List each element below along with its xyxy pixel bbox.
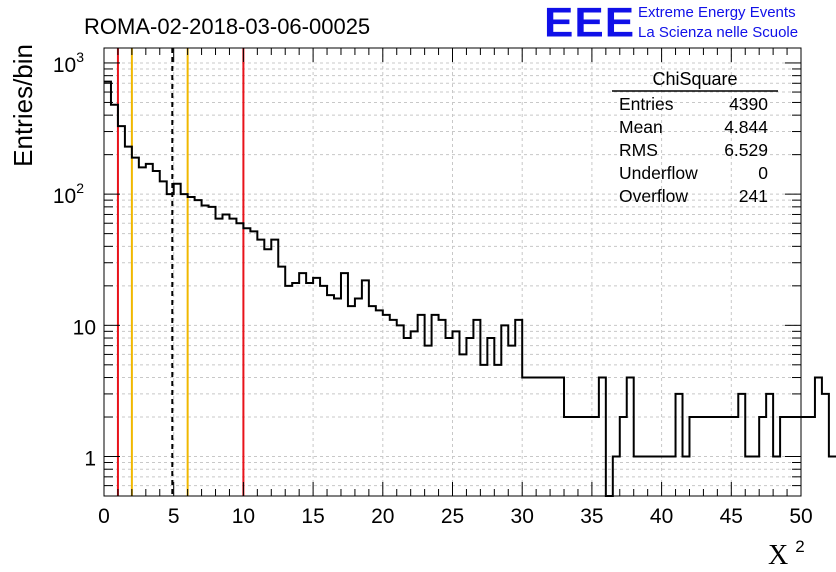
stats-label: RMS [619,140,658,160]
chart-title: ROMA-02-2018-03-06-00025 [84,14,370,39]
stats-value: 241 [739,186,768,206]
x-tick-label: 20 [371,505,394,528]
x-tick-labels: 0 5 10 15 20 25 30 35 40 45 50 [98,505,813,528]
axis-ticks [103,48,802,497]
histogram-series [104,80,836,497]
x-tick-label: 40 [650,505,673,528]
stats-value: 6.529 [724,140,768,160]
y-tick-label: 10 [73,316,96,339]
histogram-line [104,80,836,497]
x-tick-label: 0 [98,505,110,528]
stats-label: Overflow [619,186,688,206]
stats-value: 4.844 [724,117,768,137]
stats-value: 4390 [729,94,768,114]
stats-label: Mean [619,117,663,137]
x-tick-label: 15 [301,505,324,528]
x-axis-label: X 2 [768,537,805,571]
y-tick-label: 103 [53,49,84,77]
y-tick-label: 102 [53,180,84,208]
x-tick-label: 50 [789,505,812,528]
eee-logo: EEE [544,0,636,46]
stats-label: Underflow [619,163,698,183]
y-axis-label: Entries/bin [8,44,38,167]
x-tick-label: 10 [232,505,255,528]
x-axis-label-superscript: 2 [795,537,804,556]
y-tick-label: 1 [84,448,96,471]
x-tick-label: 35 [580,505,603,528]
logo-line-2: La Scienza nelle Scuole [638,24,799,41]
x-tick-label: 25 [441,505,464,528]
stats-title: ChiSquare [652,69,737,89]
stats-label: Entries [619,94,674,114]
y-tick-labels: 1 10 102 103 [53,49,96,471]
x-axis-label-main: X [768,540,788,571]
logo-line-1: Extreme Energy Events [638,4,796,21]
x-tick-label: 30 [511,505,534,528]
x-tick-label: 5 [168,505,180,528]
grid [104,48,801,496]
stats-value: 0 [758,163,768,183]
stats-box: ChiSquare Entries 4390 Mean 4.844 RMS 6.529 Und… [612,69,778,206]
x-tick-label: 45 [720,505,743,528]
